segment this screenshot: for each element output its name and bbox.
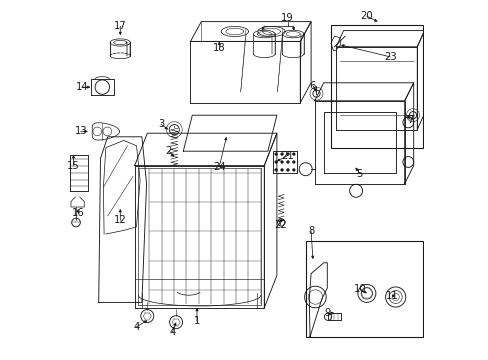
Circle shape: [274, 153, 277, 156]
Circle shape: [286, 161, 289, 163]
Text: 9: 9: [324, 308, 330, 318]
Text: 12: 12: [114, 215, 126, 225]
Text: 23: 23: [383, 52, 396, 62]
Text: 14: 14: [75, 82, 88, 92]
Text: 22: 22: [274, 220, 286, 230]
Text: 15: 15: [67, 161, 80, 171]
Text: 18: 18: [213, 42, 225, 53]
Circle shape: [274, 161, 277, 163]
Circle shape: [292, 161, 295, 163]
Text: 10: 10: [353, 284, 365, 294]
Text: 7: 7: [406, 114, 412, 125]
Text: 19: 19: [281, 13, 293, 23]
Circle shape: [286, 168, 289, 171]
Text: 3: 3: [158, 119, 164, 129]
Circle shape: [292, 168, 295, 171]
Circle shape: [280, 153, 283, 156]
Text: 17: 17: [114, 21, 126, 31]
Text: 2: 2: [165, 146, 172, 156]
Text: 24: 24: [213, 162, 225, 172]
Text: 13: 13: [74, 126, 87, 136]
Text: 4: 4: [133, 322, 140, 332]
Text: 6: 6: [309, 81, 315, 91]
Circle shape: [280, 161, 283, 163]
Bar: [305, 241, 422, 337]
Circle shape: [280, 168, 283, 171]
Circle shape: [274, 168, 277, 171]
Text: 20: 20: [360, 11, 372, 21]
Bar: [330, 25, 422, 148]
Circle shape: [286, 153, 289, 156]
Text: 8: 8: [307, 226, 314, 236]
Text: 5: 5: [356, 168, 362, 179]
Text: 11: 11: [385, 291, 398, 301]
Text: 1: 1: [193, 316, 200, 326]
Circle shape: [292, 153, 295, 156]
Text: 21: 21: [281, 150, 293, 161]
Text: 4: 4: [169, 327, 175, 337]
Text: 16: 16: [72, 208, 84, 218]
